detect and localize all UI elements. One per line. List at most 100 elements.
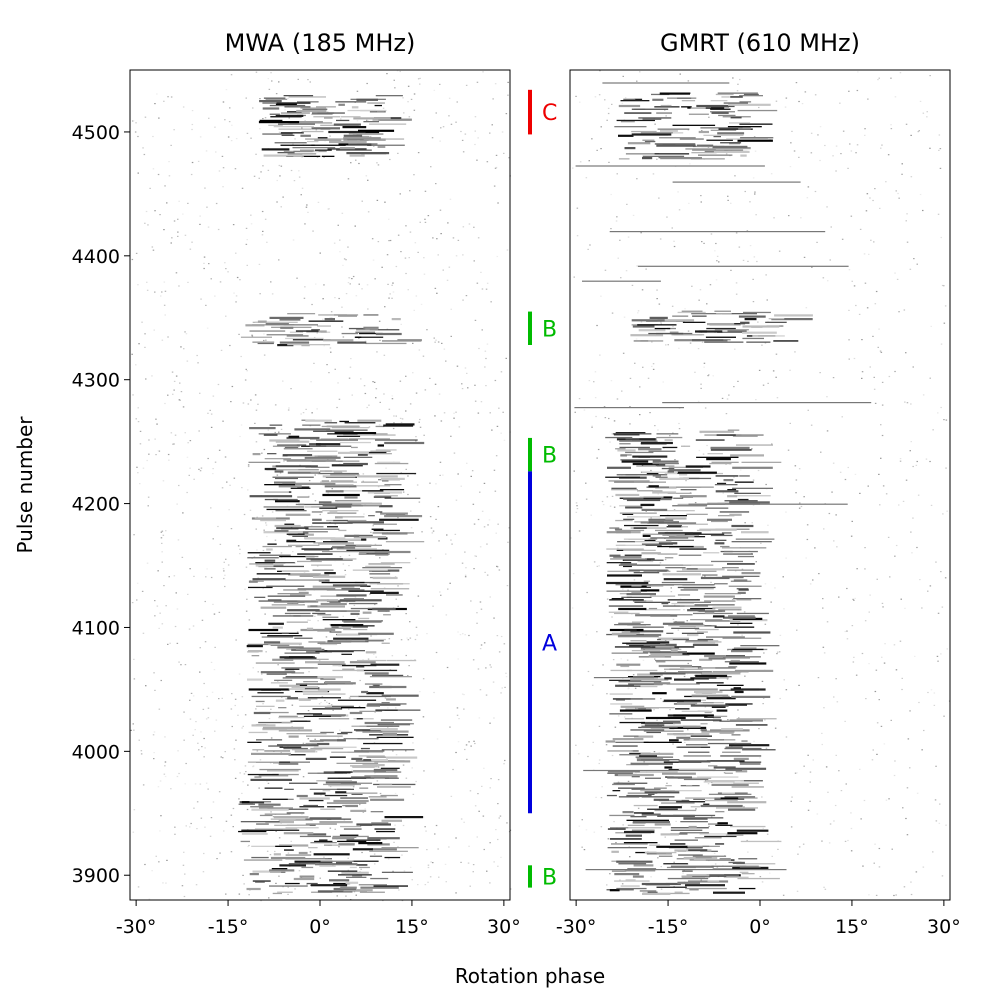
noise-pixel	[311, 303, 313, 306]
noise-pixel	[181, 885, 184, 887]
emission-streak	[609, 693, 633, 695]
emission-streak	[384, 441, 425, 445]
emission-streak	[283, 459, 307, 461]
noise-pixel	[199, 223, 201, 225]
emission-streak	[696, 682, 724, 684]
emission-streak	[263, 506, 304, 508]
noise-pixel	[937, 412, 939, 414]
noise-pixel	[254, 394, 257, 396]
noise-pixel	[807, 409, 809, 411]
noise-pixel	[167, 643, 169, 645]
emission-streak	[363, 138, 405, 140]
noise-pixel	[856, 89, 859, 92]
noise-pixel	[325, 636, 328, 638]
emission-streak	[722, 751, 741, 753]
emission-streak	[310, 747, 344, 750]
emission-streak	[731, 541, 772, 543]
emission-streak	[737, 109, 778, 112]
emission-streak	[354, 750, 385, 752]
noise-pixel	[201, 746, 203, 748]
emission-streak	[303, 715, 342, 717]
noise-pixel	[863, 799, 866, 802]
emission-streak	[736, 718, 777, 720]
emission-streak	[765, 321, 787, 323]
noise-pixel	[910, 403, 912, 405]
emission-streak	[274, 529, 289, 532]
emission-streak	[287, 471, 321, 474]
emission-streak	[374, 760, 405, 763]
noise-pixel	[196, 828, 198, 830]
noise-pixel	[922, 866, 925, 868]
emission-streak	[644, 851, 677, 854]
noise-pixel	[505, 672, 507, 674]
noise-pixel	[796, 890, 799, 892]
noise-pixel	[304, 120, 306, 122]
noise-pixel	[486, 574, 489, 576]
noise-pixel	[880, 424, 882, 426]
noise-pixel	[657, 493, 659, 495]
emission-streak	[299, 835, 331, 838]
noise-pixel	[358, 283, 360, 285]
emission-streak	[724, 550, 758, 553]
emission-streak	[278, 485, 302, 488]
noise-pixel	[182, 864, 185, 866]
noise-pixel	[203, 262, 205, 264]
emission-streak	[325, 490, 344, 493]
noise-pixel	[835, 514, 837, 516]
emission-streak	[733, 631, 771, 634]
noise-pixel	[189, 568, 191, 570]
emission-streak	[338, 315, 357, 317]
noise-pixel	[470, 745, 472, 747]
emission-streak	[720, 755, 762, 757]
emission-streak	[331, 427, 370, 429]
emission-streak	[310, 884, 348, 887]
noise-pixel	[145, 685, 147, 687]
emission-streak	[624, 830, 655, 834]
emission-streak	[635, 614, 671, 617]
noise-pixel	[479, 601, 482, 603]
emission-streak	[287, 111, 302, 113]
noise-pixel	[156, 93, 158, 95]
noise-pixel	[401, 854, 403, 856]
emission-streak	[625, 834, 642, 837]
emission-streak	[312, 708, 343, 710]
noise-pixel	[410, 98, 413, 100]
noise-pixel	[309, 851, 312, 853]
emission-streak	[308, 847, 318, 849]
noise-pixel	[664, 109, 666, 111]
emission-streak	[609, 527, 620, 529]
emission-streak	[284, 788, 294, 790]
emission-streak	[736, 599, 752, 601]
noise-pixel	[162, 480, 165, 482]
noise-pixel	[890, 77, 892, 79]
noise-pixel	[388, 408, 391, 410]
noise-pixel	[678, 428, 681, 430]
noise-pixel	[141, 321, 143, 323]
noise-pixel	[265, 651, 267, 653]
noise-pixel	[778, 250, 781, 252]
emission-streak	[631, 319, 665, 322]
noise-pixel	[142, 147, 144, 149]
noise-pixel	[674, 645, 676, 647]
noise-pixel	[359, 679, 361, 682]
noise-pixel	[864, 282, 867, 284]
emission-streak	[336, 548, 377, 550]
emission-streak	[337, 739, 346, 742]
noise-pixel	[869, 366, 871, 368]
noise-pixel	[945, 824, 947, 826]
emission-streak	[263, 531, 303, 534]
noise-pixel	[899, 72, 902, 74]
emission-streak	[337, 547, 356, 549]
noise-pixel	[230, 814, 233, 816]
noise-pixel	[807, 186, 810, 188]
noise-pixel	[322, 318, 324, 320]
noise-pixel	[604, 269, 607, 271]
gmrt-x-axis: -30° -15° 0° 15° 30°	[556, 900, 961, 938]
noise-pixel	[752, 177, 755, 179]
noise-pixel	[465, 295, 468, 297]
noise-pixel	[255, 708, 257, 710]
noise-pixel	[247, 465, 250, 468]
emission-streak	[623, 559, 664, 561]
noise-pixel	[437, 254, 439, 256]
emission-streak	[674, 891, 683, 893]
